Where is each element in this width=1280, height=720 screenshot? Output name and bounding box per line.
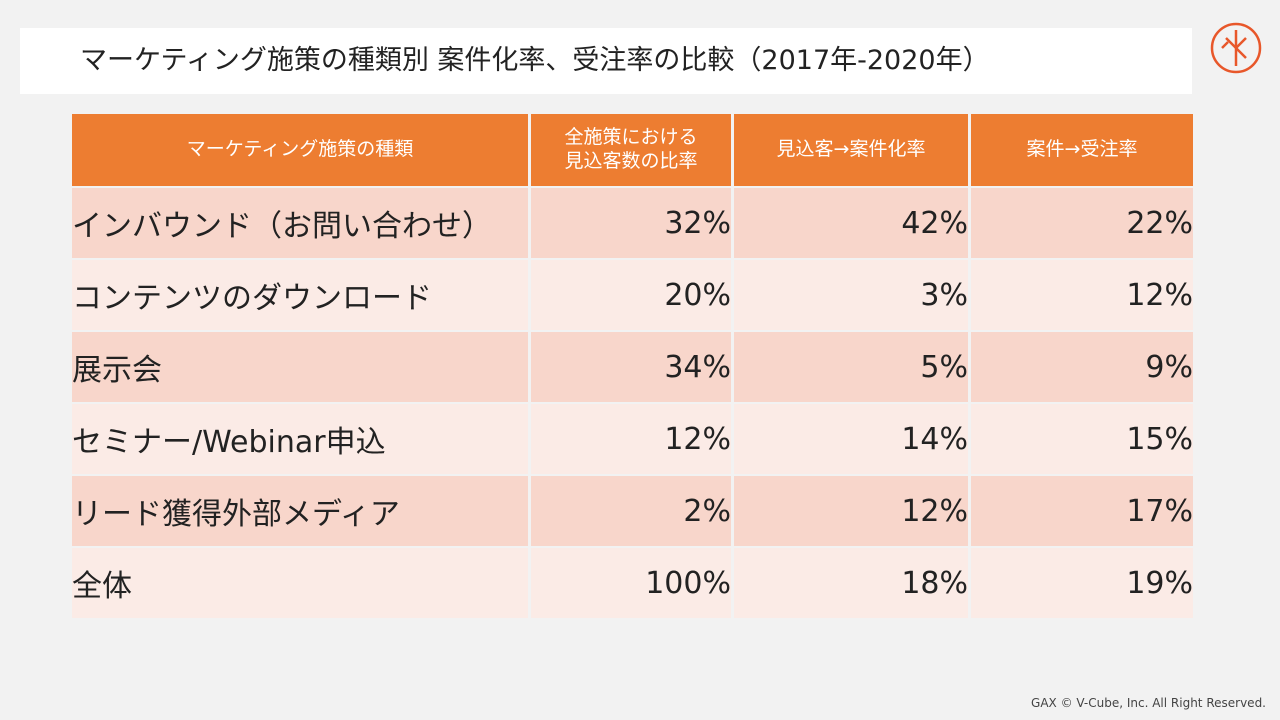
table-header-row: マーケティング施策の種類 全施策における 見込客数の比率 見込客→案件化率 案件→…	[72, 114, 1193, 186]
table-row: リード獲得外部メディア 2% 12% 17%	[72, 476, 1193, 546]
header-label: 見込客→案件化率	[776, 138, 926, 161]
share-cell: 32%	[531, 188, 731, 258]
header-label: マーケティング施策の種類	[186, 138, 414, 161]
comparison-table: マーケティング施策の種類 全施策における 見込客数の比率 見込客→案件化率 案件→…	[69, 112, 1196, 620]
win-rate-cell: 19%	[971, 548, 1193, 618]
circle-monogram-logo-icon	[1210, 22, 1262, 74]
table-row: セミナー/Webinar申込 12% 14% 15%	[72, 404, 1193, 474]
row-name: リード獲得外部メディア	[72, 476, 528, 546]
row-name: 展示会	[72, 332, 528, 402]
win-rate-cell: 17%	[971, 476, 1193, 546]
share-cell: 100%	[531, 548, 731, 618]
copyright-footer: GAX © V-Cube, Inc. All Right Reserved.	[1031, 696, 1266, 710]
deal-rate-cell: 18%	[734, 548, 968, 618]
header-label: 見込客数の比率	[564, 150, 698, 172]
share-cell: 34%	[531, 332, 731, 402]
row-name: セミナー/Webinar申込	[72, 404, 528, 474]
deal-rate-cell: 12%	[734, 476, 968, 546]
share-cell: 2%	[531, 476, 731, 546]
table-row: 展示会 34% 5% 9%	[72, 332, 1193, 402]
header-cell: 全施策における 見込客数の比率	[531, 114, 731, 186]
share-cell: 12%	[531, 404, 731, 474]
header-label: 全施策における	[564, 126, 698, 149]
share-cell: 20%	[531, 260, 731, 330]
page-title: マーケティング施策の種類別 案件化率、受注率の比較（2017年-2020年）	[80, 45, 990, 76]
row-name: コンテンツのダウンロード	[72, 260, 528, 330]
deal-rate-cell: 14%	[734, 404, 968, 474]
win-rate-cell: 22%	[971, 188, 1193, 258]
table-row: 全体 100% 18% 19%	[72, 548, 1193, 618]
header-cell: 案件→受注率	[971, 114, 1193, 186]
deal-rate-cell: 42%	[734, 188, 968, 258]
row-name: インバウンド（お問い合わせ）	[72, 188, 528, 258]
row-name: 全体	[72, 548, 528, 618]
header-label: 案件→受注率	[1026, 138, 1138, 161]
win-rate-cell: 15%	[971, 404, 1193, 474]
win-rate-cell: 12%	[971, 260, 1193, 330]
deal-rate-cell: 5%	[734, 332, 968, 402]
win-rate-cell: 9%	[971, 332, 1193, 402]
table-row: コンテンツのダウンロード 20% 3% 12%	[72, 260, 1193, 330]
deal-rate-cell: 3%	[734, 260, 968, 330]
header-cell: 見込客→案件化率	[734, 114, 968, 186]
title-bar: マーケティング施策の種類別 案件化率、受注率の比較（2017年-2020年）	[20, 28, 1192, 94]
header-cell: マーケティング施策の種類	[72, 114, 528, 186]
table-row: インバウンド（お問い合わせ） 32% 42% 22%	[72, 188, 1193, 258]
